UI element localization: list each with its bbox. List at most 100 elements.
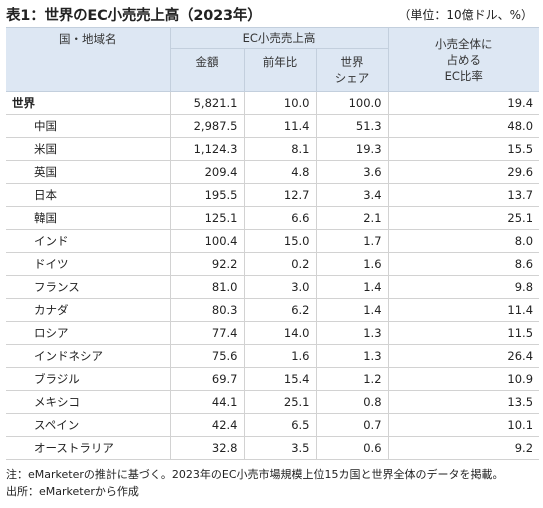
cell-ec-ratio: 13.5 — [387, 390, 540, 414]
cell-country: 英国 — [6, 160, 171, 184]
footnote: 注：eMarketerの推計に基づく。2023年のEC小売市場規模上位15カ国と… — [6, 468, 504, 481]
cell-yoy: 3.0 — [243, 275, 317, 299]
cell-world-share: 0.7 — [315, 413, 389, 437]
cell-amount: 32.8 — [169, 436, 245, 460]
table-row: インド 100.4 15.0 1.7 8.0 — [6, 229, 540, 253]
cell-country: 韓国 — [6, 206, 171, 230]
table-row: インドネシア 75.6 1.6 1.3 26.4 — [6, 344, 540, 368]
cell-world-share: 1.4 — [315, 275, 389, 299]
table-row: ロシア 77.4 14.0 1.3 11.5 — [6, 321, 540, 345]
cell-yoy: 12.7 — [243, 183, 317, 207]
cell-country: 米国 — [6, 137, 171, 161]
cell-country: ロシア — [6, 321, 171, 345]
cell-ec-ratio: 48.0 — [387, 114, 540, 138]
cell-country: スペイン — [6, 413, 171, 437]
cell-ec-ratio: 13.7 — [387, 183, 540, 207]
cell-country: 中国 — [6, 114, 171, 138]
cell-country: インドネシア — [6, 344, 171, 368]
cell-amount: 81.0 — [169, 275, 245, 299]
table-row: ドイツ 92.2 0.2 1.6 8.6 — [6, 252, 540, 276]
header-ec-ratio-line3: EC比率 — [444, 68, 483, 83]
cell-yoy: 6.2 — [243, 298, 317, 322]
cell-world-share: 0.8 — [315, 390, 389, 414]
table-row-world: 世界 5,821.1 10.0 100.0 19.4 — [6, 91, 540, 115]
cell-amount: 80.3 — [169, 298, 245, 322]
cell-world-share: 1.4 — [315, 298, 389, 322]
header-world-share-line2: シェア — [334, 71, 370, 85]
cell-yoy: 25.1 — [243, 390, 317, 414]
cell-world-share: 51.3 — [315, 114, 389, 138]
header-yoy: 前年比 — [243, 48, 317, 92]
table-row: スペイン 42.4 6.5 0.7 10.1 — [6, 413, 540, 437]
cell-country: インド — [6, 229, 171, 253]
cell-world-share: 3.4 — [315, 183, 389, 207]
cell-world-share: 1.7 — [315, 229, 389, 253]
header-ec-ratio: 小売全体に 占める EC比率 — [387, 27, 540, 92]
cell-amount: 42.4 — [169, 413, 245, 437]
cell-amount: 77.4 — [169, 321, 245, 345]
cell-yoy: 4.8 — [243, 160, 317, 184]
cell-world-share: 0.6 — [315, 436, 389, 460]
unit-label: （単位：10億ドル、%） — [398, 8, 533, 22]
cell-amount: 209.4 — [169, 160, 245, 184]
cell-yoy: 0.2 — [243, 252, 317, 276]
cell-world-share: 2.1 — [315, 206, 389, 230]
cell-amount: 92.2 — [169, 252, 245, 276]
cell-country: 日本 — [6, 183, 171, 207]
cell-country: フランス — [6, 275, 171, 299]
table-row: フランス 81.0 3.0 1.4 9.8 — [6, 275, 540, 299]
cell-ec-ratio: 19.4 — [387, 91, 540, 115]
table-title: 表1：世界のEC小売売上高（2023年） — [6, 8, 262, 24]
notes: 注：eMarketerの推計に基づく。2023年のEC小売市場規模上位15カ国と… — [6, 466, 541, 500]
table-row: 中国 2,987.5 11.4 51.3 48.0 — [6, 114, 540, 138]
cell-country: カナダ — [6, 298, 171, 322]
title-row: 表1：世界のEC小売売上高（2023年） （単位：10億ドル、%） — [6, 4, 537, 26]
cell-yoy: 10.0 — [243, 91, 317, 115]
header-ec-ratio-line1: 小売全体に — [435, 36, 493, 51]
cell-country: メキシコ — [6, 390, 171, 414]
cell-amount: 1,124.3 — [169, 137, 245, 161]
table-row: カナダ 80.3 6.2 1.4 11.4 — [6, 298, 540, 322]
cell-yoy: 15.4 — [243, 367, 317, 391]
cell-world-share: 100.0 — [315, 91, 389, 115]
cell-world-share: 19.3 — [315, 137, 389, 161]
cell-yoy: 6.5 — [243, 413, 317, 437]
table-row: オーストラリア 32.8 3.5 0.6 9.2 — [6, 436, 540, 460]
header-ec-sales: EC小売売上高 — [169, 27, 389, 49]
cell-ec-ratio: 25.1 — [387, 206, 540, 230]
cell-ec-ratio: 8.6 — [387, 252, 540, 276]
cell-ec-ratio: 11.5 — [387, 321, 540, 345]
cell-country: ドイツ — [6, 252, 171, 276]
cell-yoy: 8.1 — [243, 137, 317, 161]
cell-world-share: 1.6 — [315, 252, 389, 276]
cell-ec-ratio: 8.0 — [387, 229, 540, 253]
cell-yoy: 11.4 — [243, 114, 317, 138]
cell-amount: 44.1 — [169, 390, 245, 414]
cell-yoy: 14.0 — [243, 321, 317, 345]
cell-world-share: 1.3 — [315, 344, 389, 368]
table-row: 日本 195.5 12.7 3.4 13.7 — [6, 183, 540, 207]
cell-ec-ratio: 26.4 — [387, 344, 540, 368]
source-note: 出所：eMarketerから作成 — [6, 485, 139, 498]
cell-ec-ratio: 10.1 — [387, 413, 540, 437]
header-country: 国・地域名 — [6, 27, 171, 92]
cell-country: 世界 — [6, 91, 171, 115]
cell-yoy: 6.6 — [243, 206, 317, 230]
cell-world-share: 1.2 — [315, 367, 389, 391]
cell-ec-ratio: 29.6 — [387, 160, 540, 184]
cell-world-share: 1.3 — [315, 321, 389, 345]
cell-amount: 5,821.1 — [169, 91, 245, 115]
cell-ec-ratio: 10.9 — [387, 367, 540, 391]
cell-amount: 100.4 — [169, 229, 245, 253]
cell-ec-ratio: 9.8 — [387, 275, 540, 299]
cell-amount: 69.7 — [169, 367, 245, 391]
cell-amount: 75.6 — [169, 344, 245, 368]
header-world-share: 世界 シェア — [315, 48, 389, 92]
header-amount: 金額 — [169, 48, 245, 92]
table-row: メキシコ 44.1 25.1 0.8 13.5 — [6, 390, 540, 414]
ec-sales-table: 国・地域名 EC小売売上高 小売全体に 占める EC比率 金額 前年比 世界 シ… — [6, 27, 540, 460]
table-row: ブラジル 69.7 15.4 1.2 10.9 — [6, 367, 540, 391]
cell-country: ブラジル — [6, 367, 171, 391]
cell-yoy: 15.0 — [243, 229, 317, 253]
cell-yoy: 3.5 — [243, 436, 317, 460]
